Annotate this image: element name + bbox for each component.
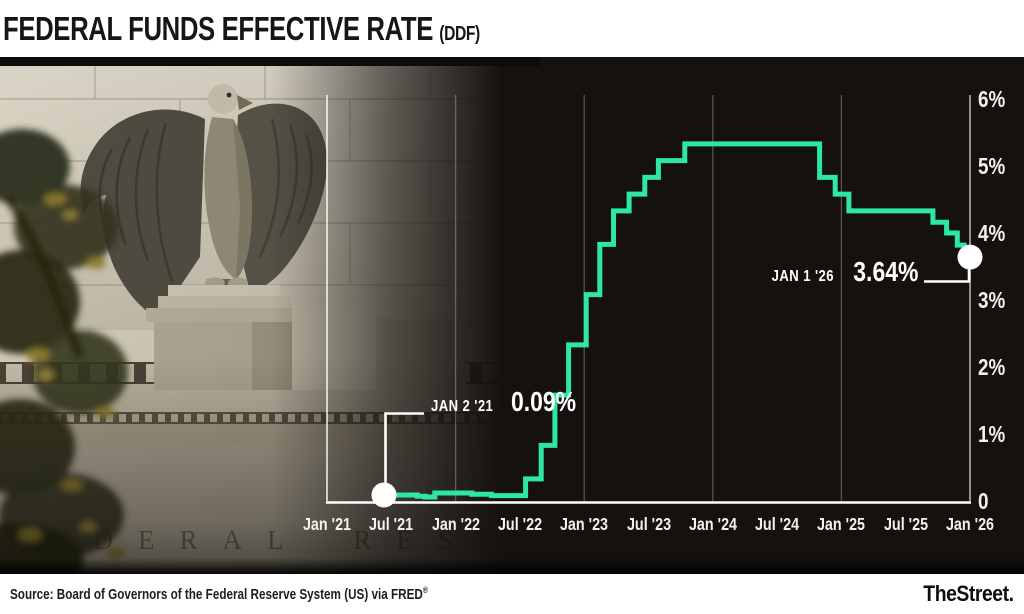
x-axis-label: Jan '26 — [945, 514, 995, 534]
x-axis-label: Jan '24 — [688, 514, 737, 534]
y-axis-label: 6% — [978, 86, 1006, 112]
annotation-end-date: JAN 1 '26 — [771, 268, 835, 285]
chart-area: FEDERAL RESERVE — [0, 57, 1024, 574]
x-axis-label: Jan '25 — [817, 514, 866, 534]
x-axis-label: Jul '22 — [497, 514, 542, 534]
y-axis-label: 0 — [978, 488, 989, 514]
x-axis-label: Jul '23 — [626, 514, 671, 534]
fed-building-eagle-photo: FEDERAL RESERVE — [0, 57, 540, 574]
x-axis-label: Jul '25 — [883, 514, 928, 534]
source-attribution: Source: Board of Governors of the Federa… — [10, 585, 429, 603]
x-axis-label: Jan '22 — [431, 514, 480, 534]
footer: Source: Board of Governors of the Federa… — [0, 574, 1024, 614]
annotation-end: JAN 1 '26 3.64% — [758, 257, 918, 286]
title-suffix: (DDF) — [439, 22, 480, 45]
y-axis-label: 3% — [978, 287, 1006, 313]
leader-start-line — [384, 412, 424, 488]
annotation-start-value: 0.09% — [511, 386, 577, 417]
bottom-shadow — [0, 558, 1024, 574]
y-axis-label: 1% — [978, 421, 1006, 447]
annotation-start: JAN 2 '21 0.09% — [431, 387, 591, 416]
thestreet-logo: TheStreet. — [923, 581, 1015, 606]
y-axis-label: 4% — [978, 220, 1006, 246]
leader-end-line — [924, 264, 971, 283]
x-axis-label: Jul '21 — [369, 514, 414, 534]
x-axis-label: Jul '24 — [755, 514, 800, 534]
y-axis-label: 2% — [978, 354, 1006, 380]
y-axis-label: 5% — [978, 153, 1006, 179]
rate-line — [384, 141, 970, 500]
data-point-marker — [957, 244, 983, 270]
annotation-start-date: JAN 2 '21 — [431, 398, 494, 415]
photo-top-shadow — [0, 57, 540, 66]
rate-step-chart — [326, 95, 983, 508]
x-axis-label: Jan '21 — [302, 514, 352, 534]
photo-right-fade — [0, 57, 540, 574]
x-axis-label: Jan '23 — [560, 514, 609, 534]
data-point-marker — [371, 482, 397, 508]
title-main: FEDERAL FUNDS EFFECTIVE RATE — [3, 9, 434, 47]
page-title: FEDERAL FUNDS EFFECTIVE RATE (DDF) — [3, 10, 480, 48]
header: FEDERAL FUNDS EFFECTIVE RATE (DDF) — [0, 0, 1024, 57]
annotation-end-value: 3.64% — [852, 256, 918, 287]
